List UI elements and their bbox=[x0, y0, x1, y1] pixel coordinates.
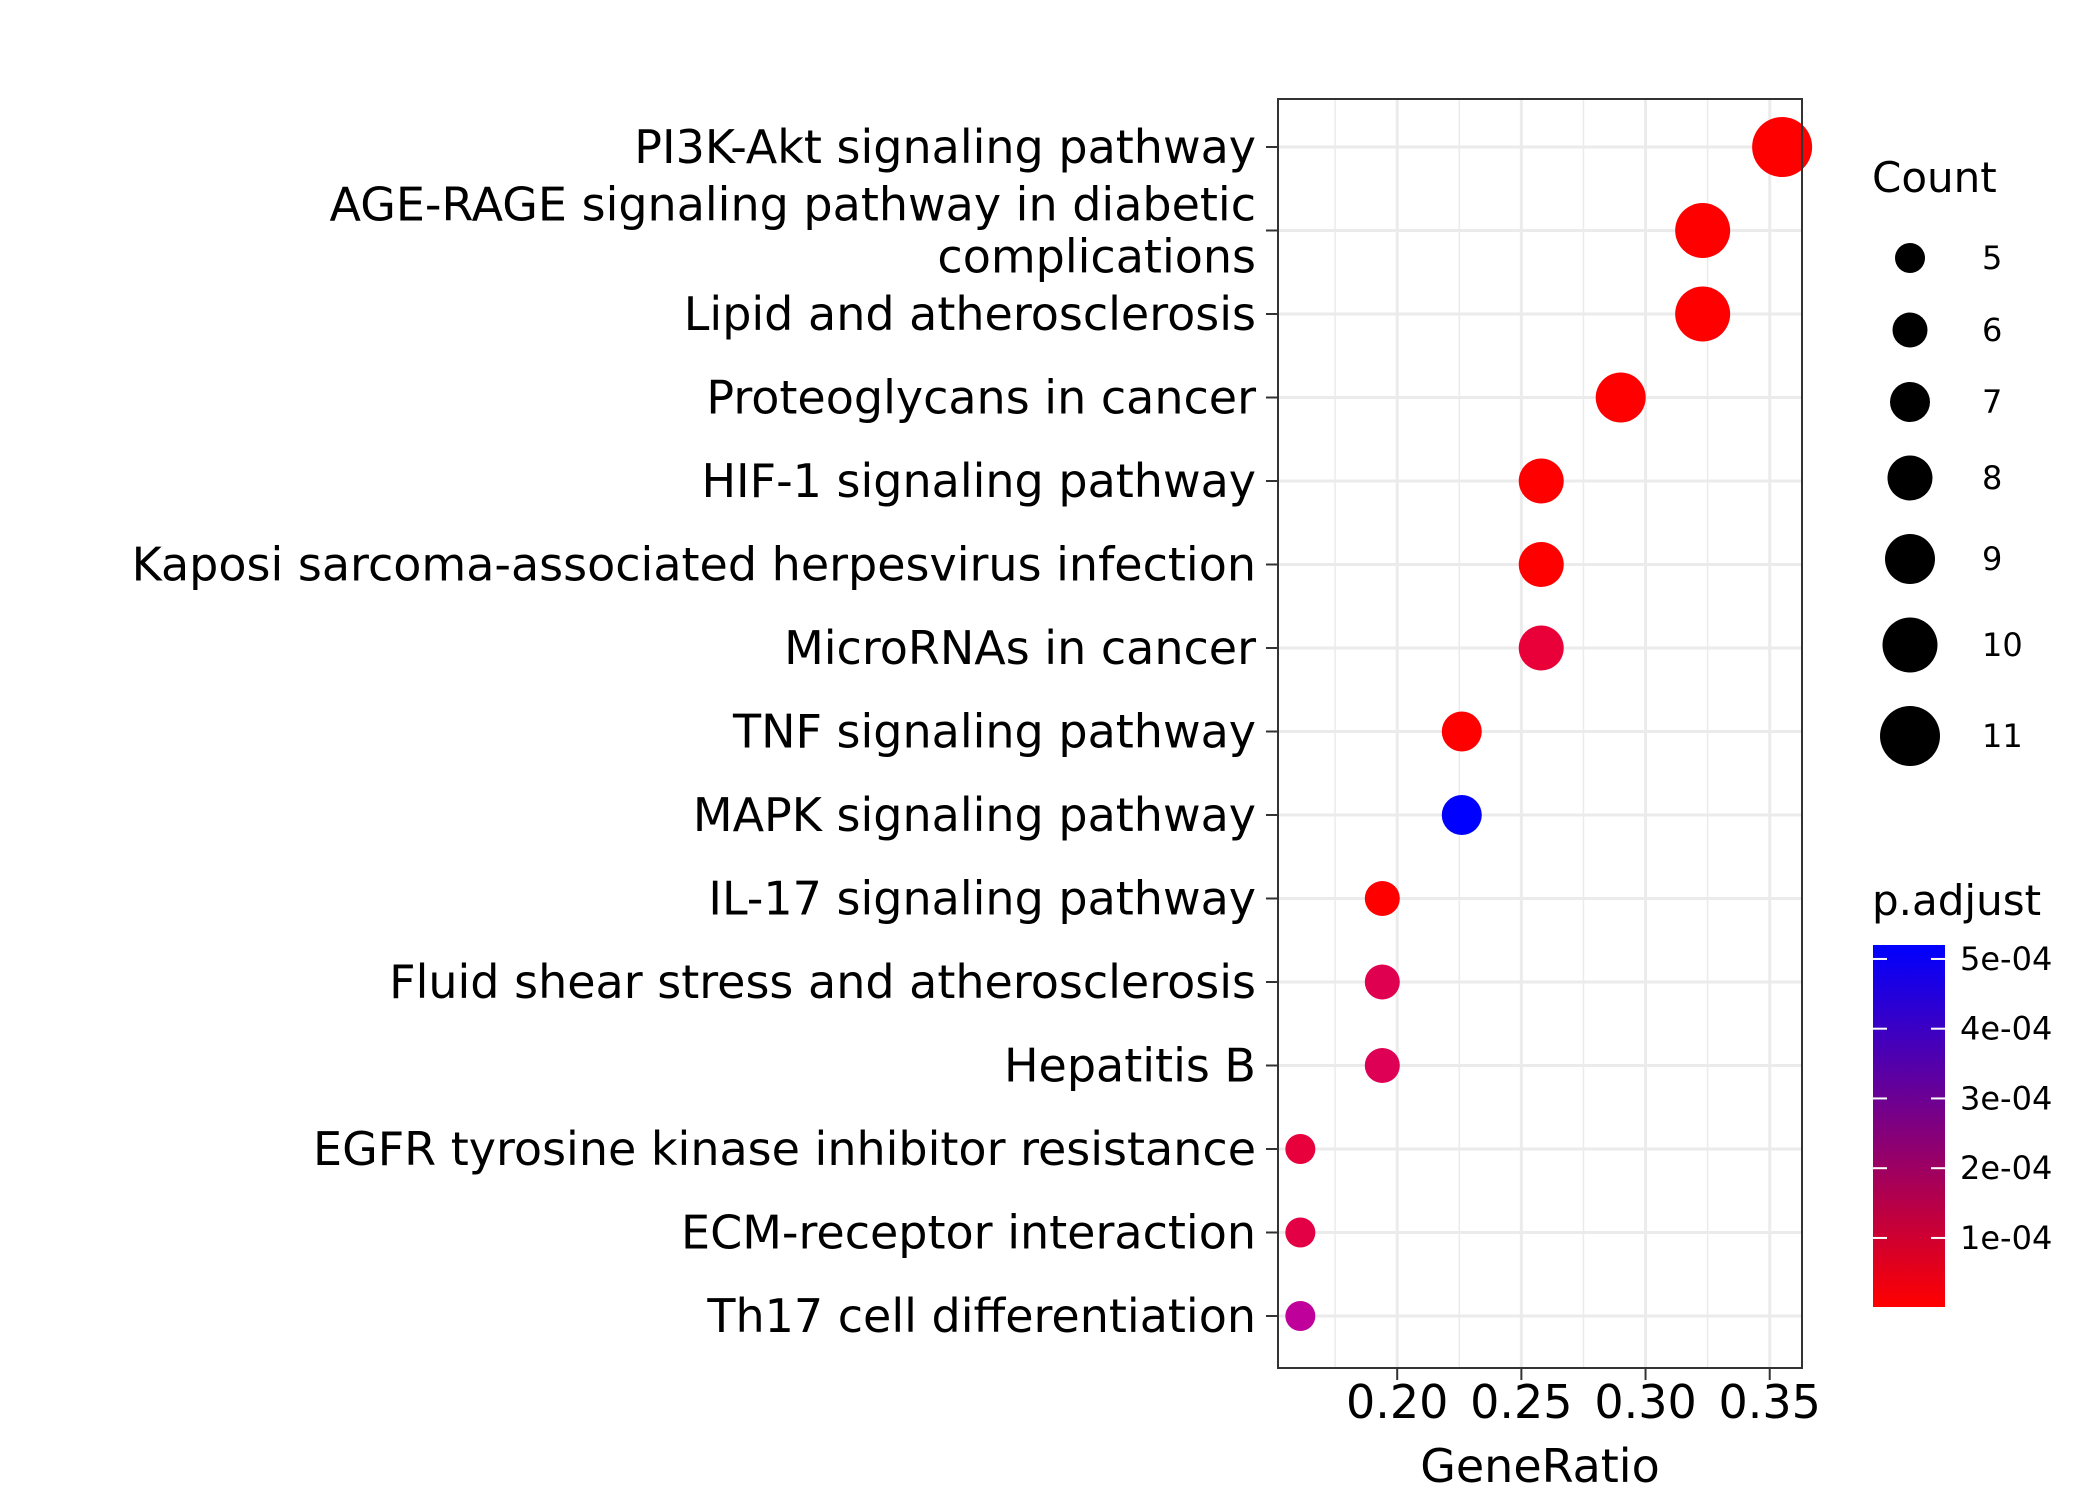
data-point bbox=[1285, 1134, 1316, 1164]
size-legend: Count 5 6 7 8 9 10 11 bbox=[1872, 153, 2023, 766]
y-tick-label: Kaposi sarcoma-associated herpesvirus in… bbox=[132, 538, 1256, 592]
data-point bbox=[1285, 1217, 1316, 1248]
size-legend-label: 9 bbox=[1982, 540, 2002, 578]
x-axis-title: GeneRatio bbox=[1420, 1439, 1660, 1493]
y-tick-label: MicroRNAs in cancer bbox=[784, 621, 1256, 675]
size-legend-label: 5 bbox=[1982, 239, 2002, 277]
size-legend-label: 8 bbox=[1982, 459, 2002, 497]
data-point bbox=[1752, 117, 1813, 177]
y-tick-label: Proteoglycans in cancer bbox=[706, 371, 1256, 425]
color-legend-bar bbox=[1873, 945, 1945, 1307]
size-legend-label: 6 bbox=[1982, 311, 2002, 349]
data-point bbox=[1364, 964, 1400, 1000]
x-axis: 0.20 0.25 0.30 0.35 bbox=[1346, 1368, 1821, 1429]
data-point bbox=[1364, 881, 1400, 916]
size-legend-dot bbox=[1887, 455, 1933, 501]
color-legend-label: 1e-04 bbox=[1960, 1219, 2052, 1257]
color-legend-label: 2e-04 bbox=[1960, 1149, 2052, 1187]
size-legend-label: 11 bbox=[1982, 717, 2023, 755]
size-legend-dot bbox=[1895, 243, 1925, 273]
y-tick-label: ECM-receptor interaction bbox=[681, 1206, 1256, 1260]
x-tick-label: 0.30 bbox=[1594, 1375, 1696, 1429]
y-tick-label: EGFR tyrosine kinase inhibitor resistanc… bbox=[313, 1122, 1256, 1176]
color-legend-label: 4e-04 bbox=[1960, 1010, 2052, 1048]
data-point bbox=[1675, 286, 1731, 342]
data-point bbox=[1675, 203, 1731, 258]
size-legend-dot bbox=[1882, 617, 1938, 673]
y-tick-label: PI3K-Akt signaling pathway bbox=[634, 120, 1256, 174]
y-tick-label: Lipid and atherosclerosis bbox=[684, 287, 1256, 341]
x-tick-label: 0.20 bbox=[1346, 1375, 1448, 1429]
data-point bbox=[1518, 625, 1564, 671]
data-point bbox=[1364, 1048, 1400, 1083]
y-tick-label: Th17 cell differentiation bbox=[706, 1289, 1256, 1343]
size-legend-dot bbox=[1892, 312, 1928, 348]
y-tick-label: AGE-RAGE signaling pathway in diabetic bbox=[330, 178, 1256, 232]
data-point bbox=[1441, 795, 1482, 835]
color-legend-label: 5e-04 bbox=[1960, 940, 2052, 978]
data-point bbox=[1518, 542, 1564, 587]
size-legend-label: 7 bbox=[1982, 383, 2002, 421]
size-legend-dot bbox=[1890, 382, 1930, 422]
data-point bbox=[1285, 1301, 1316, 1331]
y-tick-label: Hepatitis B bbox=[1004, 1039, 1256, 1093]
y-tick-label: TNF signaling pathway bbox=[732, 705, 1256, 759]
y-tick-label: HIF-1 signaling pathway bbox=[701, 454, 1256, 508]
color-legend-label: 3e-04 bbox=[1960, 1079, 2052, 1117]
size-legend-title: Count bbox=[1872, 153, 1997, 202]
data-points bbox=[1285, 117, 1813, 1331]
size-legend-label: 10 bbox=[1982, 626, 2023, 664]
y-tick-label: Fluid shear stress and atherosclerosis bbox=[389, 955, 1256, 1009]
color-legend: p.adjust 5e-04 4e-04 3e-04 2e-04 1e-04 bbox=[1872, 876, 2052, 1307]
y-tick-label: IL-17 signaling pathway bbox=[708, 872, 1256, 926]
size-legend-dot bbox=[1885, 534, 1935, 584]
color-legend-title: p.adjust bbox=[1872, 876, 2041, 925]
panel-border bbox=[1277, 98, 1803, 1369]
y-tick-label: complications bbox=[937, 230, 1256, 284]
y-tick-label: MAPK signaling pathway bbox=[693, 788, 1256, 842]
x-tick-label: 0.25 bbox=[1470, 1375, 1572, 1429]
data-point bbox=[1441, 711, 1482, 752]
data-point bbox=[1595, 372, 1646, 423]
x-tick-label: 0.35 bbox=[1719, 1375, 1821, 1429]
size-legend-dot bbox=[1880, 706, 1940, 766]
panel-background bbox=[1278, 99, 1802, 1368]
data-point bbox=[1518, 458, 1564, 504]
